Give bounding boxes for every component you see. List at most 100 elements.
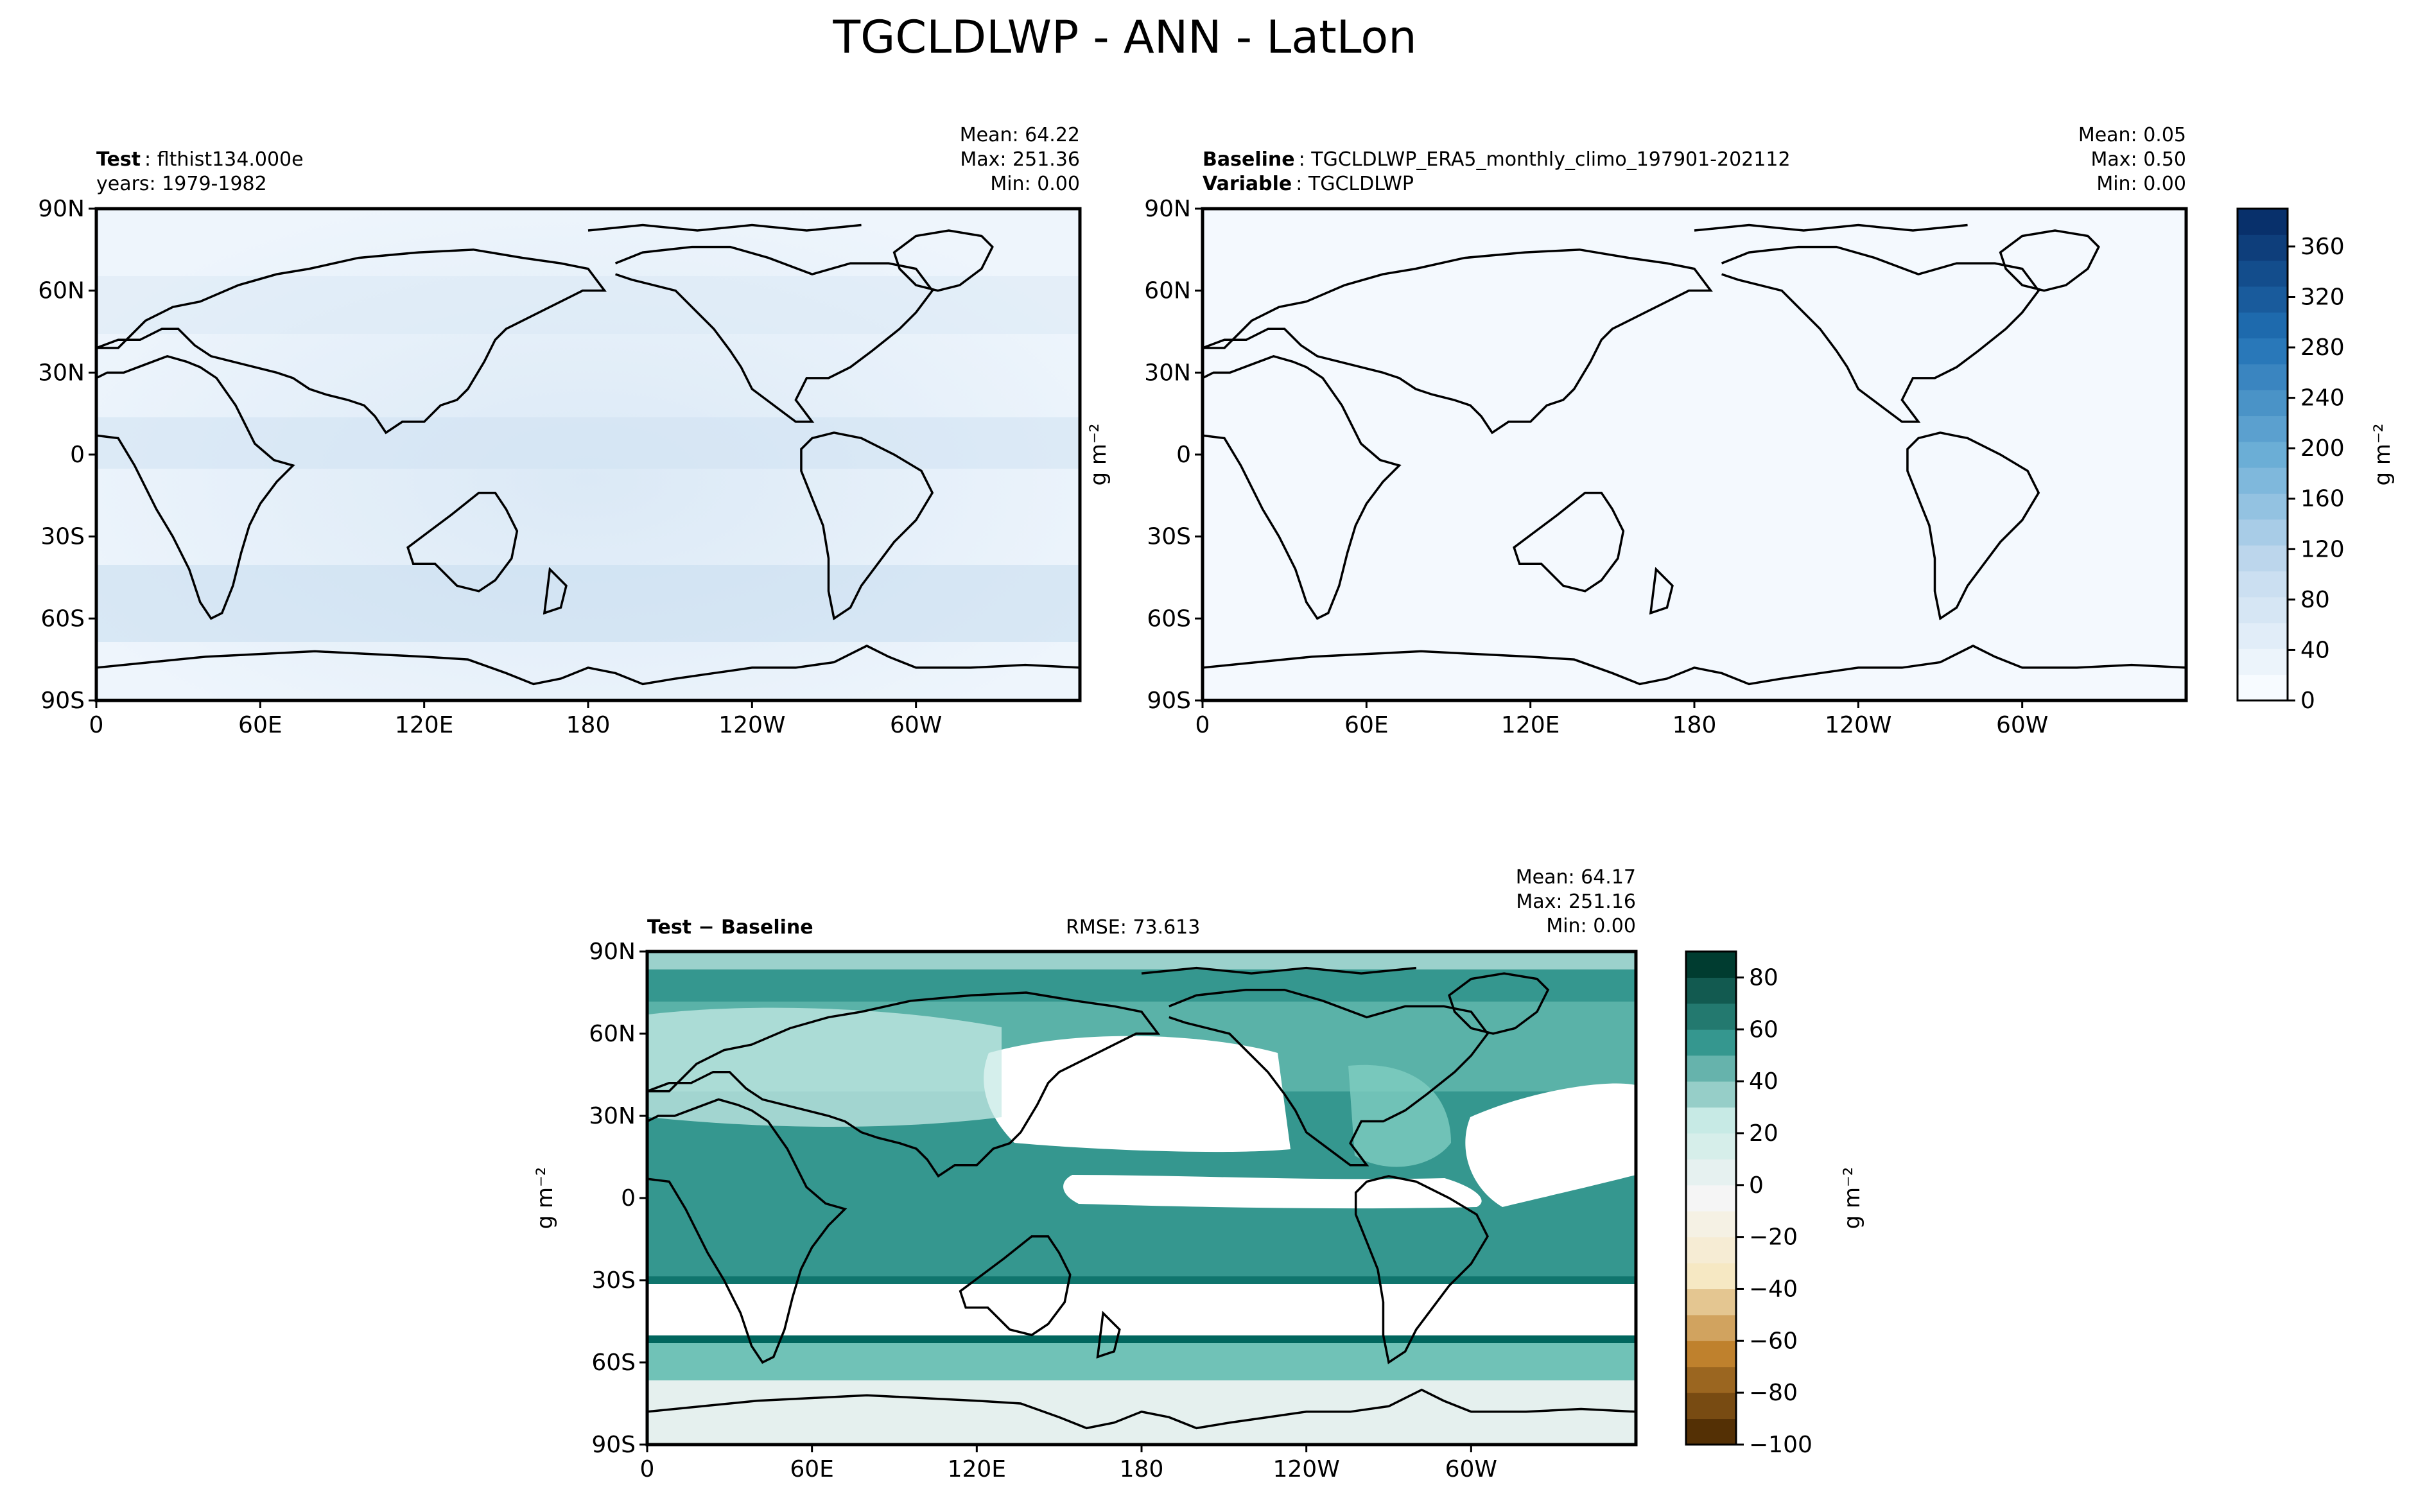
test-coastline xyxy=(96,250,605,433)
brbg-colorbar-tick-label: −20 xyxy=(1749,1224,1798,1251)
test-coastline xyxy=(801,433,932,618)
difference-ytick-label: 90S xyxy=(591,1432,636,1458)
brbg-colorbar-tick-label: 40 xyxy=(1749,1068,1778,1095)
difference-ytick-label: 60N xyxy=(589,1021,636,1047)
blues-colorbar-band xyxy=(2238,415,2288,442)
blues-colorbar-frame xyxy=(2236,207,2289,702)
figure-title: TGCLDLWP - ANN - LatLon xyxy=(832,11,1416,64)
baseline-map: 0 60E 120E 180 120W 60W 90N 60N 30N 0 30S 60S 90S xyxy=(1144,196,2188,738)
baseline-xtick-label: 180 xyxy=(1673,712,1717,738)
difference-xtick-label: 60W xyxy=(1445,1456,1497,1482)
test-ytick-label: 0 xyxy=(70,442,85,468)
difference-ytick-label: 0 xyxy=(621,1185,636,1212)
test-map: 0 60E 120E 180 120W 60W 90N 60N 30N 0 30S 60S 90S xyxy=(38,196,1082,738)
blues-colorbar-label: g m⁻² xyxy=(2370,423,2395,485)
test-label: Test: flthist134.000e xyxy=(96,148,304,171)
difference-ytick-label: 60S xyxy=(591,1350,636,1376)
difference-xtick-label: 180 xyxy=(1120,1456,1164,1482)
blues-colorbar-tick-label: 360 xyxy=(2300,234,2345,260)
baseline-field xyxy=(1203,209,2186,700)
difference-rmse: RMSE: 73.613 xyxy=(1066,916,1200,939)
brbg-colorbar-tick-label: 60 xyxy=(1749,1016,1778,1043)
test-ytick-label: 30S xyxy=(40,524,85,550)
brbg-colorbar-bands xyxy=(1686,952,1736,1445)
test-mean: Mean: 64.22 xyxy=(960,124,1080,146)
baseline-label-bold: Baseline xyxy=(1203,148,1295,171)
test-ytick-label: 60N xyxy=(38,278,85,304)
baseline-ytick-label: 0 xyxy=(1176,442,1191,468)
brbg-colorbar: −100 −80 −60 −40 −20 0 20 40 60 80 g m⁻² xyxy=(1685,950,1865,1458)
difference-ytick-label: 30S xyxy=(591,1267,636,1294)
test-coastline xyxy=(96,356,293,619)
brbg-colorbar-band xyxy=(1686,1159,1736,1186)
brbg-colorbar-band xyxy=(1686,1393,1736,1420)
test-field-bands xyxy=(96,276,1080,642)
blues-colorbar-tick-label: 280 xyxy=(2300,335,2345,361)
difference-xtick-label: 60E xyxy=(790,1456,834,1482)
blues-colorbar-band xyxy=(2238,545,2288,571)
brbg-colorbar-band xyxy=(1686,1418,1736,1445)
test-ytick-label: 60S xyxy=(40,605,85,632)
baseline-ytick-label: 60S xyxy=(1147,605,1191,632)
difference-ytick-label: 90N xyxy=(589,939,636,965)
blues-colorbar-tick-label: 120 xyxy=(2300,536,2345,562)
blues-colorbar-band xyxy=(2238,286,2288,313)
blues-colorbar-band xyxy=(2238,467,2288,494)
baseline-ylabel: g m⁻² xyxy=(1086,423,1111,485)
difference-max: Max: 251.16 xyxy=(1516,891,1636,913)
baseline-ytick-label: 30N xyxy=(1144,360,1191,386)
brbg-colorbar-band xyxy=(1686,1211,1736,1238)
blues-colorbar-band xyxy=(2238,234,2288,261)
baseline-variable-value: TGCLDLWP xyxy=(1308,173,1414,195)
difference-xticks: 0 60E 120E 180 120W 60W xyxy=(640,1445,1497,1482)
difference-xtick-label: 120E xyxy=(948,1456,1006,1482)
brbg-colorbar-band xyxy=(1686,1289,1736,1316)
baseline-coastline xyxy=(1203,250,1711,433)
baseline-xtick-label: 120W xyxy=(1825,712,1891,738)
test-xtick-label: 60E xyxy=(238,712,282,738)
difference-label: Test − Baseline xyxy=(647,916,813,939)
test-ytick-label: 90N xyxy=(38,196,85,222)
test-coastline xyxy=(588,225,862,231)
difference-min: Min: 0.00 xyxy=(1546,915,1636,937)
test-coastline xyxy=(96,646,1080,684)
test-label-value: flthist134.000e xyxy=(157,148,304,171)
baseline-max: Max: 0.50 xyxy=(2091,148,2186,171)
brbg-colorbar-band xyxy=(1686,1263,1736,1289)
difference-coastline xyxy=(647,993,1158,1176)
baseline-coastline xyxy=(1514,493,1623,591)
blues-colorbar-tick-label: 200 xyxy=(2300,435,2345,462)
difference-coastline xyxy=(1356,1176,1488,1362)
baseline-coastline xyxy=(1203,646,2186,684)
baseline-mean: Mean: 0.05 xyxy=(2078,124,2186,146)
difference-coastline xyxy=(1449,973,1548,1034)
baseline-coastline xyxy=(1203,356,1399,619)
baseline-ytick-label: 90S xyxy=(1147,688,1191,714)
blues-colorbar-band xyxy=(2238,596,2288,623)
blues-colorbar-band xyxy=(2238,338,2288,365)
blues-colorbar-band xyxy=(2238,441,2288,468)
baseline-coastline xyxy=(1722,247,2039,422)
baseline-coastline xyxy=(2001,230,2099,291)
brbg-colorbar-band xyxy=(1686,1029,1736,1056)
brbg-colorbar-tick-label: −60 xyxy=(1749,1328,1798,1354)
blues-colorbar: 0 40 80 120 160 200 240 280 320 360 g m⁻² xyxy=(2236,207,2395,714)
difference-coastline xyxy=(1169,990,1488,1165)
baseline-yticks: 90N 60N 30N 0 30S 60S 90S xyxy=(1144,196,1203,714)
brbg-colorbar-ticks: −100 −80 −60 −40 −20 0 20 40 60 80 xyxy=(1736,964,1812,1458)
brbg-colorbar-band xyxy=(1686,1107,1736,1134)
baseline-coastline xyxy=(1908,433,2038,618)
difference-coastline xyxy=(647,1099,845,1362)
test-max: Max: 251.36 xyxy=(960,148,1080,171)
baseline-variable: Variable: TGCLDLWP xyxy=(1203,173,1414,195)
blues-colorbar-band xyxy=(2238,363,2288,390)
baseline-xticks: 0 60E 120E 180 120W 60W xyxy=(1195,700,2048,738)
blues-colorbar-ticks: 0 40 80 120 160 200 240 280 320 360 xyxy=(2288,234,2345,714)
baseline-xtick-label: 60E xyxy=(1344,712,1389,738)
brbg-colorbar-band xyxy=(1686,977,1736,1004)
baseline-xtick-label: 60W xyxy=(1996,712,2048,738)
difference-mean: Mean: 64.17 xyxy=(1516,866,1636,889)
difference-yticks: 90N 60N 30N 0 30S 60S 90S xyxy=(589,939,647,1458)
baseline-ytick-label: 60N xyxy=(1144,278,1191,304)
